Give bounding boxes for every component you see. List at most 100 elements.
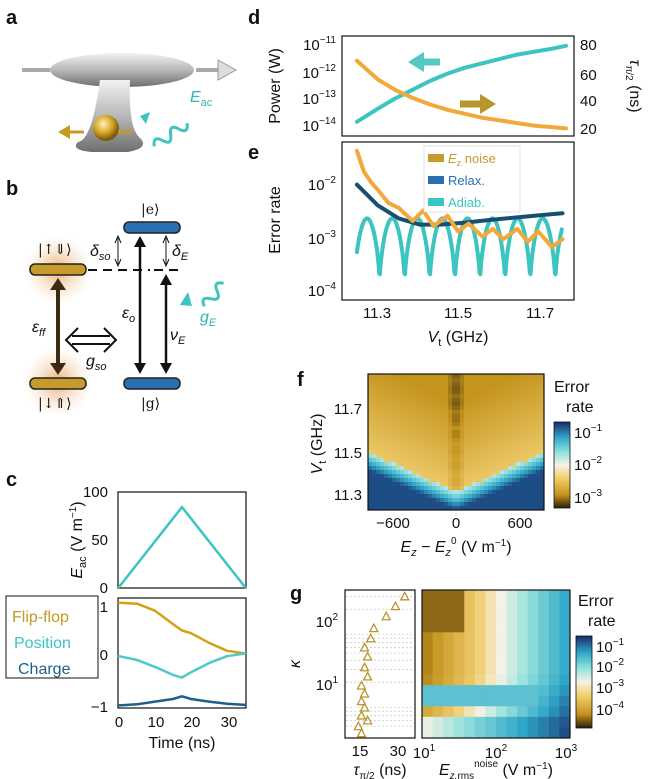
f-heat-cell: [528, 454, 533, 459]
f-heat-cell: [424, 410, 429, 415]
f-heat-cell: [372, 454, 377, 459]
f-heat-cell: [396, 462, 401, 467]
f-heat-cell: [376, 458, 381, 463]
f-heat-cell: [500, 386, 505, 391]
f-heat-cell: [404, 430, 409, 435]
f-heat-cell: [400, 382, 405, 387]
g-heat-cell: [506, 590, 518, 601]
f-heat-cell: [416, 462, 421, 467]
f-heat-cell: [472, 446, 477, 451]
g-heat-cell: [559, 611, 571, 623]
g-heat-cell: [474, 653, 486, 665]
f-heat-cell: [512, 494, 517, 499]
f-heat-cell: [528, 490, 533, 495]
f-heat-cell: [412, 410, 417, 415]
f-heat-cell: [392, 438, 397, 443]
svg-text:101: 101: [413, 743, 436, 762]
f-heat-cell: [408, 402, 413, 407]
f-heat-cell: [436, 490, 441, 495]
f-heat-cell: [528, 406, 533, 411]
f-heat-cell: [524, 414, 529, 419]
f-heat-cell: [520, 402, 525, 407]
f-heat-cell: [508, 378, 513, 383]
g-heat-cell: [485, 727, 497, 739]
f-heat-cell: [492, 426, 497, 431]
f-heat-cell: [392, 454, 397, 459]
f-heat-cell: [528, 442, 533, 447]
f-heat-cell: [480, 454, 485, 459]
g-heat-cell: [538, 727, 550, 739]
f-heat-cell: [468, 434, 473, 439]
g-heat-cell: [422, 695, 433, 707]
f-heat-cell: [460, 386, 465, 391]
f-heat-cell: [444, 398, 449, 403]
f-xlabel: Ez − Ez0 (V m−1): [400, 536, 511, 559]
f-heat-cell: [416, 418, 421, 423]
f-heat-cell: [428, 382, 433, 387]
f-heat-cell: [424, 398, 429, 403]
f-heat-cell: [444, 394, 449, 399]
g-heat-cell: [443, 600, 455, 612]
g-heat-cell: [422, 642, 433, 654]
f-heat-cell: [396, 498, 401, 503]
f-heat-cell: [500, 422, 505, 427]
f-heat-cell: [420, 502, 425, 507]
f-heat-cell: [508, 478, 513, 483]
f-heat-cell: [460, 462, 465, 467]
f-heat-cell: [480, 446, 485, 451]
e-yticks: 10−2 10−3 10−4: [308, 175, 337, 300]
f-heat-cell: [444, 430, 449, 435]
g-heat-cell: [496, 621, 507, 633]
f-heat-cell: [456, 454, 461, 459]
label-g-so: gso: [86, 353, 107, 373]
f-heat-cell: [464, 446, 469, 451]
f-heat-cell: [460, 430, 465, 435]
f-heat-cell: [424, 374, 429, 379]
f-heat-cell: [464, 390, 469, 395]
f-heat-cell: [388, 390, 393, 395]
f-heat-cell: [512, 478, 517, 483]
f-heat-cell: [492, 442, 497, 447]
f-heat-cell: [424, 434, 429, 439]
g-left-point: [399, 590, 410, 601]
f-heat-cell: [384, 386, 389, 391]
f-heat-cell: [396, 426, 401, 431]
f-heat-cell: [396, 410, 401, 415]
f-heat-cell: [512, 442, 517, 447]
f-heat-cell: [440, 374, 445, 379]
f-heat-cell: [408, 430, 413, 435]
f-heat-cell: [536, 458, 541, 463]
f-heat-cell: [484, 478, 489, 483]
f-heat-cell: [380, 450, 385, 455]
f-heat-cell: [428, 462, 433, 467]
f-heat-cell: [404, 374, 409, 379]
f-heat-cell: [420, 414, 425, 419]
f-heat-cell: [480, 442, 485, 447]
f-heat-cell: [452, 382, 457, 387]
f-heat-cell: [504, 462, 509, 467]
f-heat-cell: [368, 378, 373, 383]
f-heat-cell: [500, 474, 505, 479]
f-heat-cell: [484, 474, 489, 479]
f-heat-cell: [392, 430, 397, 435]
f-heat-cell: [520, 390, 525, 395]
f-heat-cell: [432, 386, 437, 391]
f-heat-cell: [368, 454, 373, 459]
g-heat-cell: [496, 632, 507, 644]
f-heat-cell: [532, 414, 537, 419]
f-heat-cell: [392, 434, 397, 439]
f-heat-cell: [424, 438, 429, 443]
f-heat-cell: [492, 406, 497, 411]
f-heat-cell: [404, 426, 409, 431]
panel-label-c: c: [6, 469, 17, 491]
f-heat-cell: [400, 462, 405, 467]
f-heat-cell: [492, 398, 497, 403]
f-heat-cell: [504, 502, 509, 507]
g-heat-cell: [496, 600, 507, 612]
f-heat-cell: [480, 374, 485, 379]
g-heat-cell: [474, 621, 486, 633]
f-heat-cell: [444, 406, 449, 411]
svg-text:10−14: 10−14: [302, 116, 336, 135]
f-heat-cell: [432, 478, 437, 483]
g-heat-cell: [559, 621, 571, 633]
